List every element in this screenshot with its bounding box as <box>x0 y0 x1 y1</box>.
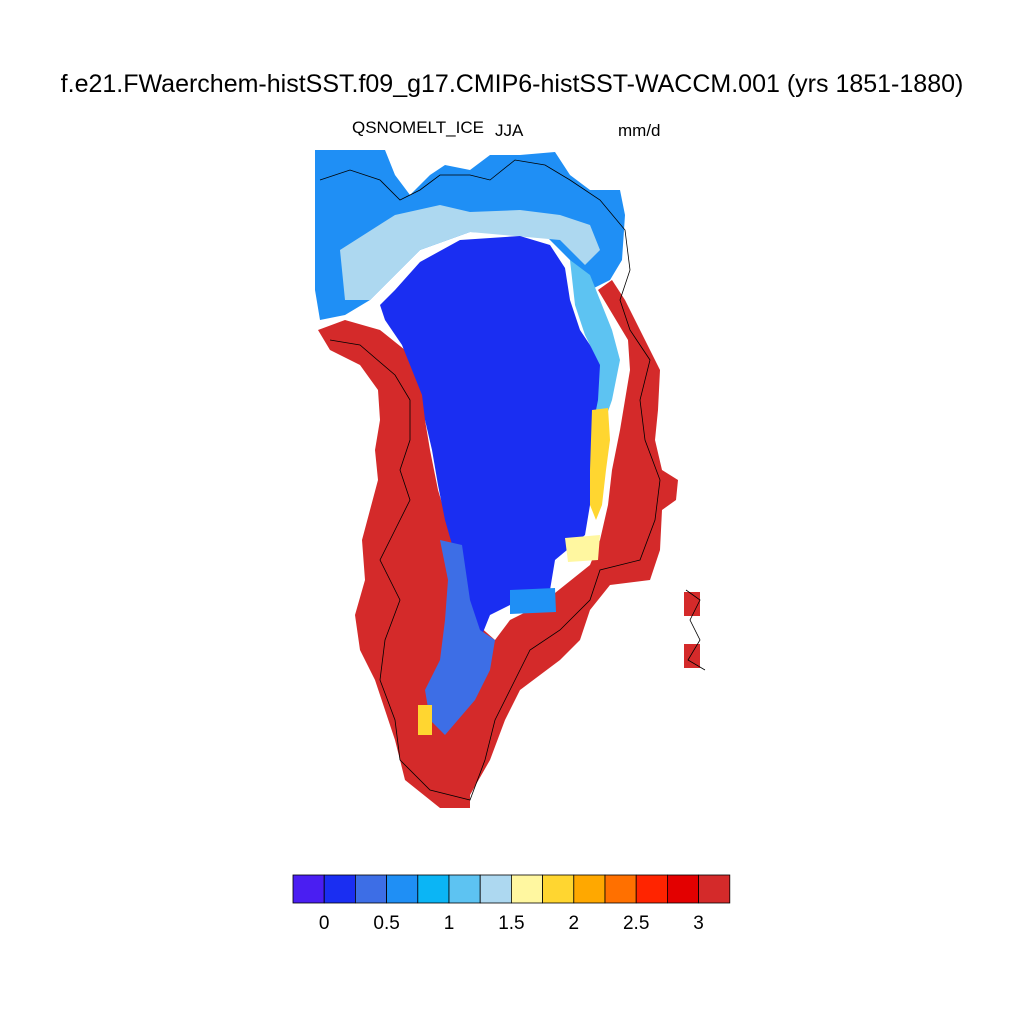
east-pale-patch <box>565 535 600 562</box>
variable-label: QSNOMELT_ICE <box>352 118 484 137</box>
colorbar-box <box>542 874 575 904</box>
colorbar-box <box>354 874 387 904</box>
colorbar-box <box>604 874 637 904</box>
colorbar-box <box>417 874 450 904</box>
colorbar-box <box>479 874 512 904</box>
interior-ice <box>380 236 605 650</box>
island-coastline <box>685 589 706 671</box>
colorbar-box <box>386 874 419 904</box>
colorbar-box <box>510 874 543 904</box>
plot-title: f.e21.FWaerchem-histSST.f09_g17.CMIP6-hi… <box>60 70 964 98</box>
coastline <box>319 159 661 801</box>
island-south <box>684 644 700 668</box>
colorbar-tick-label: 0.5 <box>373 913 399 934</box>
colorbar-box <box>698 874 731 904</box>
colorbar-box <box>635 874 668 904</box>
colorbar-box <box>667 874 700 904</box>
ablation-zone <box>318 280 678 808</box>
colorbar-tick-label: 0 <box>319 913 330 934</box>
colorbar-box <box>448 874 481 904</box>
southwest-yellow <box>418 705 432 735</box>
colorbar-tick-label: 3 <box>693 913 704 934</box>
colorbar-tick-label: 2.5 <box>623 913 649 934</box>
units-label: mm/d <box>618 121 661 140</box>
southwest-transition <box>425 540 495 735</box>
northern-fringe-pale <box>340 205 600 300</box>
colorbar-tick-label: 1 <box>444 913 455 934</box>
east-yellow <box>590 408 610 520</box>
east-transition <box>570 260 620 440</box>
colorbar-box <box>323 874 356 904</box>
season-label: JJA <box>495 121 524 140</box>
colorbar-tick-label: 2 <box>569 913 580 934</box>
colorbar-box <box>292 874 325 904</box>
colorbar-tick-label: 1.5 <box>498 913 524 934</box>
colorbar-box <box>573 874 606 904</box>
south-blue-bar <box>510 588 556 614</box>
island-north <box>684 592 700 616</box>
